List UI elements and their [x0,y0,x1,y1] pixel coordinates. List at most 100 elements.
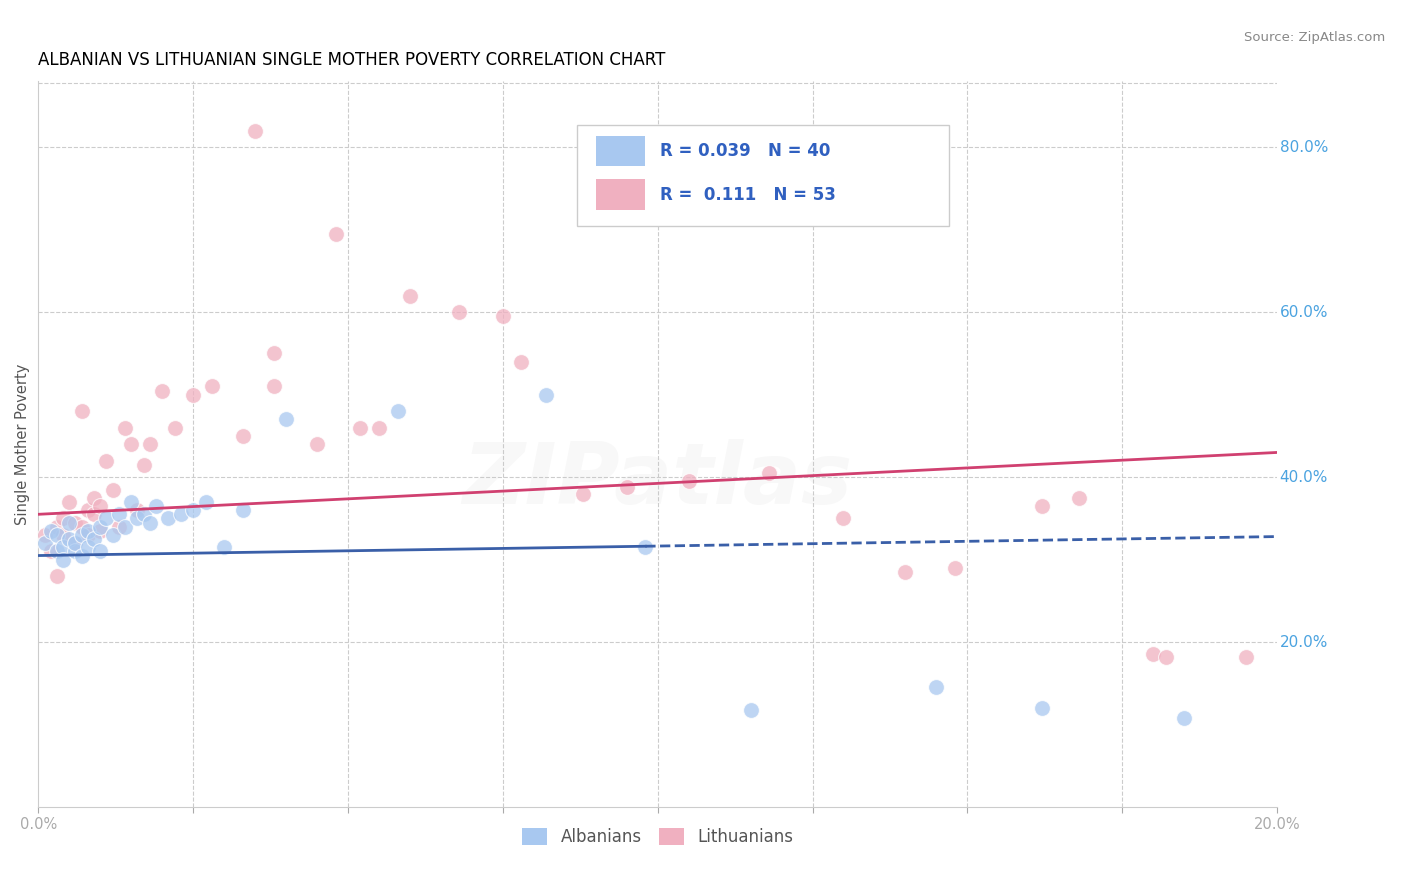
Point [368,420,391,434]
Text: Source: ZipAtlas.com: Source: ZipAtlas.com [1244,31,1385,45]
Point [77,524,100,538]
Text: ZIPatlas: ZIPatlas [463,439,853,522]
Point [139,437,162,451]
Text: ALBANIAN VS LITHUANIAN SINGLE MOTHER POVERTY CORRELATION CHART: ALBANIAN VS LITHUANIAN SINGLE MOTHER POV… [38,51,665,69]
Point [139,516,162,530]
Point [1154,650,1177,665]
Point [65,544,87,558]
Point [145,499,167,513]
Point [34,528,56,542]
Point [616,480,638,494]
Point [58,495,80,509]
Point [181,503,204,517]
Point [274,412,297,426]
Point [83,491,105,505]
Point [101,528,124,542]
Point [114,420,136,434]
Point [194,495,217,509]
Point [449,305,471,319]
Point [70,519,93,533]
Point [212,541,235,555]
Point [1067,491,1090,505]
Point [77,528,100,542]
Point [77,503,100,517]
Point [232,503,254,517]
Point [740,703,762,717]
Point [83,532,105,546]
Point [263,346,285,360]
Point [127,503,149,517]
Point [34,536,56,550]
Point [399,289,422,303]
Point [120,495,142,509]
Point [1031,701,1053,715]
Point [163,420,186,434]
Point [758,466,780,480]
Point [96,453,118,467]
Point [70,549,93,563]
Point [132,458,155,472]
Point [894,565,917,579]
FancyBboxPatch shape [596,136,645,166]
Text: R = 0.039   N = 40: R = 0.039 N = 40 [661,142,831,160]
Point [70,404,93,418]
Point [45,544,67,558]
Point [70,528,93,542]
Point [349,420,371,434]
Point [132,508,155,522]
Point [52,528,75,542]
Point [150,384,173,398]
Point [96,511,118,525]
Point [83,508,105,522]
Point [634,541,657,555]
Point [52,541,75,555]
Point [492,310,515,324]
Point [263,379,285,393]
Point [45,569,67,583]
Point [114,519,136,533]
Point [89,499,111,513]
Text: R =  0.111   N = 53: R = 0.111 N = 53 [661,186,837,203]
Point [325,227,347,241]
Point [101,483,124,497]
Point [45,519,67,533]
Text: 60.0%: 60.0% [1279,305,1329,319]
Point [52,511,75,525]
Point [201,379,224,393]
Point [58,516,80,530]
Point [45,528,67,542]
Point [120,437,142,451]
Text: 80.0%: 80.0% [1279,140,1327,155]
Point [170,508,193,522]
Y-axis label: Single Mother Poverty: Single Mother Poverty [15,364,30,524]
Point [572,486,595,500]
Point [243,124,266,138]
Point [232,429,254,443]
Point [108,519,131,533]
Point [89,524,111,538]
Point [52,552,75,566]
FancyBboxPatch shape [596,179,645,210]
Point [39,544,62,558]
Point [39,524,62,538]
Legend: Albanians, Lithuanians: Albanians, Lithuanians [516,822,800,853]
Point [1234,650,1257,665]
Text: 20.0%: 20.0% [1279,634,1327,649]
Point [58,532,80,546]
Point [65,536,87,550]
Point [127,511,149,525]
Point [1142,648,1164,662]
Point [943,561,966,575]
Point [181,388,204,402]
Point [89,544,111,558]
Text: 40.0%: 40.0% [1279,470,1327,484]
Point [157,511,180,525]
Point [1173,711,1195,725]
Point [678,475,700,489]
Point [89,519,111,533]
Point [65,516,87,530]
Point [108,508,131,522]
Point [387,404,409,418]
Point [65,536,87,550]
Point [832,511,855,525]
